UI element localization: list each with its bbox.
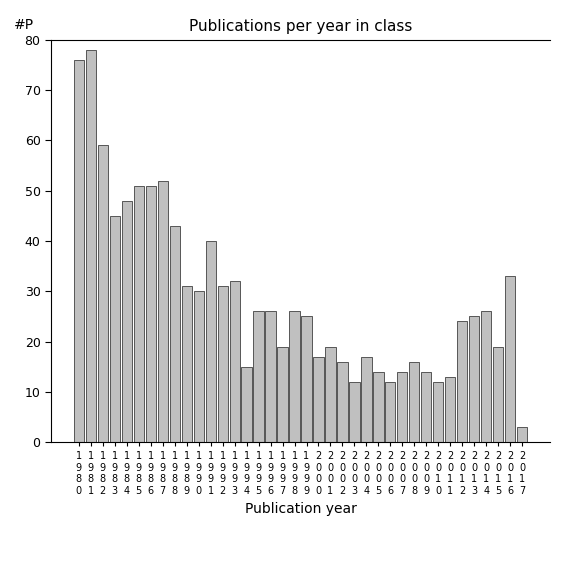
Bar	[134, 185, 144, 442]
Bar	[386, 382, 396, 442]
Bar	[361, 357, 371, 442]
Bar	[421, 372, 431, 442]
Bar	[469, 316, 479, 442]
Bar	[265, 311, 276, 442]
Bar	[109, 216, 120, 442]
Bar	[517, 427, 527, 442]
Bar	[277, 346, 287, 442]
Bar	[433, 382, 443, 442]
Bar	[314, 357, 324, 442]
Bar	[409, 362, 420, 442]
Bar	[253, 311, 264, 442]
Bar	[86, 50, 96, 442]
Bar	[505, 276, 515, 442]
Bar	[170, 226, 180, 442]
Y-axis label: #P: #P	[14, 18, 33, 32]
Bar	[98, 145, 108, 442]
Bar	[218, 286, 228, 442]
X-axis label: Publication year: Publication year	[244, 502, 357, 515]
Title: Publications per year in class: Publications per year in class	[189, 19, 412, 35]
Bar	[373, 372, 383, 442]
Bar	[242, 367, 252, 442]
Bar	[397, 372, 408, 442]
Bar	[302, 316, 312, 442]
Bar	[181, 286, 192, 442]
Bar	[289, 311, 299, 442]
Bar	[158, 180, 168, 442]
Bar	[122, 201, 132, 442]
Bar	[457, 321, 467, 442]
Bar	[493, 346, 503, 442]
Bar	[230, 281, 240, 442]
Bar	[481, 311, 492, 442]
Bar	[193, 291, 204, 442]
Bar	[325, 346, 336, 442]
Bar	[337, 362, 348, 442]
Bar	[146, 185, 156, 442]
Bar	[445, 377, 455, 442]
Bar	[205, 241, 215, 442]
Bar	[74, 60, 84, 442]
Bar	[349, 382, 359, 442]
